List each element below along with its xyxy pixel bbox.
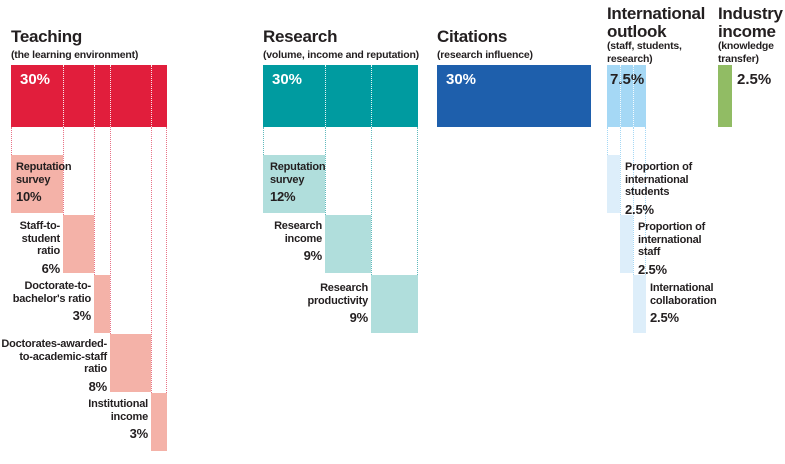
industry-income-total-label: 2.5% [737,71,772,88]
guide-line [11,127,12,155]
subblock-label: Research income [274,220,322,245]
international-outlook-total-label: 7.5% [610,71,645,88]
subblock-international-collaboration [633,275,646,333]
subblock-research-reputation-survey [263,155,325,213]
subblock-label-group: Doctorate-to- bachelor's ratio 3% [0,280,91,322]
subblock-label-group: Proportion of international students 2.5… [625,161,725,216]
guide-line [151,127,152,393]
bar-segment-divider [94,65,95,127]
subblock-value: 10% [16,189,42,204]
subblock-label-group: International collaboration 2.5% [650,282,750,324]
bar-segment-divider [110,65,111,127]
guide-line [645,127,646,275]
subblock-value: 2.5% [638,261,667,277]
guide-line [620,127,621,215]
bar-segment-divider [63,65,64,127]
subblock-label: Doctorate-to- bachelor's ratio [12,280,91,305]
subblock-label: International collaboration [650,282,717,307]
subblock-label: Staff-to- student ratio [19,220,61,257]
subblock-label-group: Proportion of international staff 2.5% [638,221,738,276]
citations-main-bar: 30% [437,65,591,127]
column-title-citations: Citations [437,27,508,46]
international-outlook-main-bar: 7.5% [607,65,646,127]
subblock-value: 8% [88,378,108,394]
subblock-teaching-doctorate-bachelor-ratio [94,275,110,333]
guide-line [607,127,608,155]
subblock-label-group: Research income 9% [240,220,322,262]
guide-line [633,127,634,275]
subblock-value: 6% [41,260,61,276]
guide-line [94,127,95,275]
subblock-label-group: Institutional income 3% [58,398,148,440]
subblock-label-group: Staff-to- student ratio 6% [0,220,61,276]
column-subtitle-teaching: (the learning environment) [11,49,139,61]
subblock-label: Reputation survey [270,161,326,186]
column-title-teaching: Teaching [11,27,82,46]
subblock-value: 3% [72,308,92,323]
bar-segment-divider [633,65,634,127]
column-title-industry-income: Industry income [718,4,783,41]
subblock-value: 2.5% [625,201,654,217]
subblock-label: Research productivity [307,282,368,307]
subblock-value: 2.5% [650,310,679,325]
column-subtitle-research: (volume, income and reputation) [263,49,419,61]
column-subtitle-international-outlook: (staff, students, research) [607,40,682,65]
subblock-teaching-doctorates-awarded-ratio [110,334,151,392]
bar-segment-divider [151,65,152,127]
subblock-label-group: Doctorates-awarded- to-academic-staff ra… [0,338,107,393]
subblock-research-income [325,215,371,273]
guide-line [325,127,326,215]
column-subtitle-industry-income: (knowledge transfer) [718,40,774,65]
subblock-research-productivity [371,275,418,333]
subblock-label: Institutional income [88,398,148,423]
subblock-international-staff [620,215,633,273]
column-title-international-outlook: International outlook [607,4,706,41]
research-main-bar: 30% [263,65,418,127]
bar-segment-divider [620,65,621,127]
guide-line [371,127,372,275]
subblock-international-students [607,155,620,213]
subblock-label-group: Research productivity 9% [278,282,368,324]
column-subtitle-citations: (research influence) [437,49,533,61]
subblock-teaching-reputation-survey [11,155,63,213]
bar-segment-divider [371,65,372,127]
subblock-teaching-staff-student-ratio [63,215,94,273]
industry-income-main-bar [718,65,732,127]
column-title-research: Research [263,27,338,46]
guide-line [263,127,264,155]
teaching-main-bar: 30% [11,65,167,127]
subblock-label: Proportion of international staff [638,221,706,258]
subblock-value: 9% [303,248,323,263]
subblock-label: Doctorates-awarded- to-academic-staff ra… [1,338,107,375]
bar-segment-divider [325,65,326,127]
subblock-label-group: Reputation survey 10% [16,161,72,204]
guide-line [166,127,167,393]
subblock-label: Proportion of international students [625,161,693,198]
subblock-value: 12% [270,189,296,204]
teaching-total-label: 30% [20,71,51,88]
citations-total-label: 30% [446,71,477,88]
guide-line [110,127,111,334]
subblock-value: 9% [349,310,369,325]
guide-line [417,127,418,275]
guide-line [63,127,64,215]
subblock-teaching-institutional-income [151,393,167,451]
subblock-label: Reputation survey [16,161,72,186]
research-total-label: 30% [272,71,303,88]
subblock-label-group: Reputation survey 12% [270,161,326,204]
subblock-value: 3% [129,426,149,441]
